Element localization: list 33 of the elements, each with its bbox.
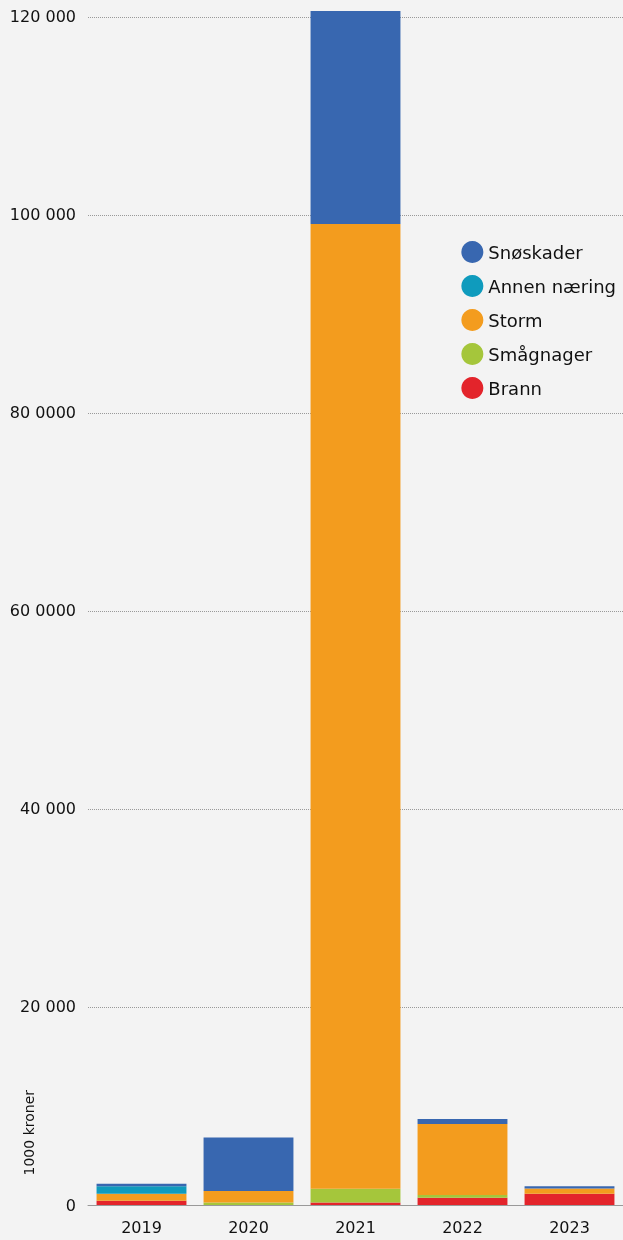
bar bbox=[96, 1193, 187, 1201]
bar bbox=[524, 1188, 615, 1194]
bar bbox=[417, 1124, 508, 1195]
y-tick-label: 80 0000 bbox=[9, 403, 76, 423]
x-tick-label: 2019 bbox=[121, 1217, 162, 1237]
bar bbox=[524, 1193, 615, 1205]
bar bbox=[203, 1137, 294, 1192]
bar bbox=[310, 223, 401, 1189]
legend-label: Smågnager bbox=[488, 343, 593, 365]
bar bbox=[96, 1200, 187, 1205]
legend-label: Snøskader bbox=[488, 241, 584, 263]
legend-label: Storm bbox=[488, 309, 543, 331]
bar bbox=[417, 1119, 508, 1125]
y-tick-label: 120 000 bbox=[9, 7, 76, 27]
y-tick-label: 60 0000 bbox=[9, 601, 76, 621]
y-tick-label: 100 000 bbox=[9, 205, 76, 225]
bar bbox=[310, 10, 401, 224]
x-tick-label: 2021 bbox=[335, 1217, 376, 1237]
bar bbox=[524, 1186, 615, 1189]
x-tick-label: 2020 bbox=[228, 1217, 269, 1237]
bar bbox=[417, 1195, 508, 1198]
y-axis-title: 1000 kroner bbox=[21, 1089, 37, 1176]
bar bbox=[203, 1191, 294, 1203]
y-tick-label: 0 bbox=[65, 1195, 76, 1215]
x-tick-label: 2023 bbox=[549, 1217, 590, 1237]
y-tick-label: 40 000 bbox=[20, 799, 76, 819]
bar bbox=[417, 1197, 508, 1205]
x-tick-label: 2022 bbox=[442, 1217, 483, 1237]
legend-label: Annen næring bbox=[488, 275, 616, 297]
y-tick-label: 20 000 bbox=[20, 997, 76, 1017]
bar bbox=[96, 1186, 187, 1194]
legend-label: Brann bbox=[488, 377, 542, 399]
bar bbox=[310, 1188, 401, 1203]
